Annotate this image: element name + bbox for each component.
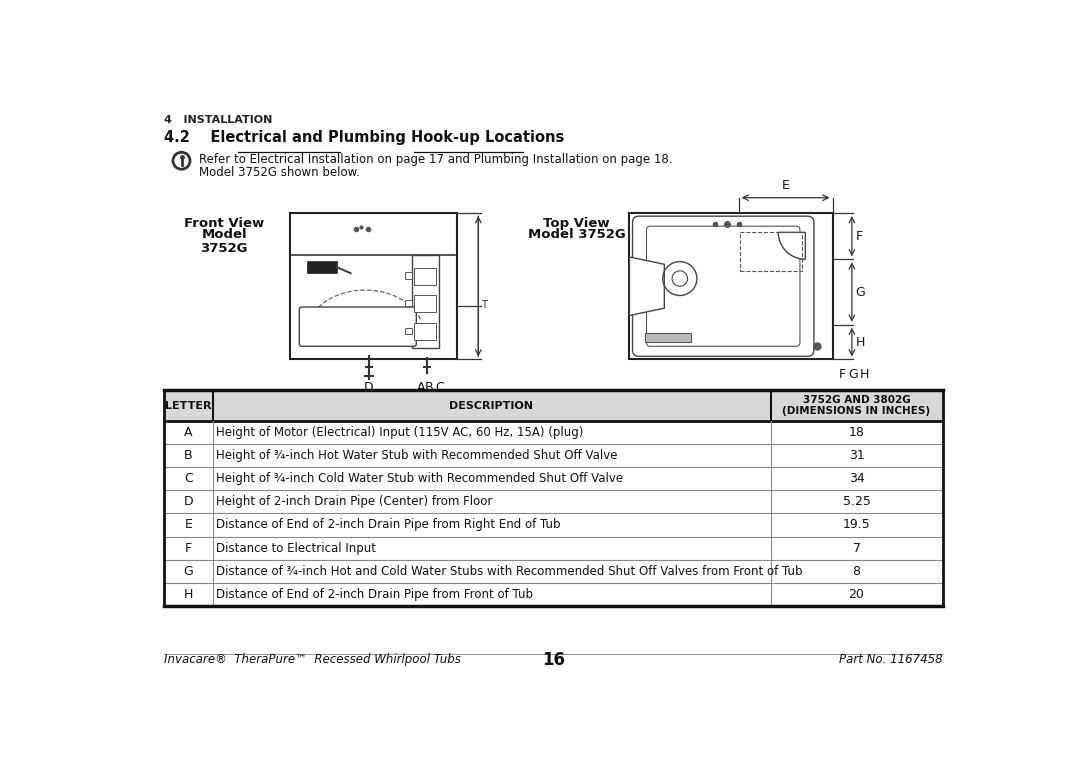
Text: 34: 34 bbox=[849, 472, 864, 485]
Text: 16: 16 bbox=[542, 651, 565, 669]
Text: G: G bbox=[849, 368, 859, 381]
Text: Model: Model bbox=[201, 229, 247, 242]
Text: C: C bbox=[184, 472, 193, 485]
Text: Invacare®  TheraPure™  Recessed Whirlpool Tubs: Invacare® TheraPure™ Recessed Whirlpool … bbox=[164, 653, 461, 666]
Text: 3752G: 3752G bbox=[201, 242, 248, 255]
Text: Distance of ¾-inch Hot and Cold Water Stubs with Recommended Shut Off Valves fro: Distance of ¾-inch Hot and Cold Water St… bbox=[216, 565, 802, 578]
Text: Distance to Electrical Input: Distance to Electrical Input bbox=[216, 542, 376, 555]
Bar bbox=[630, 213, 833, 360]
Bar bbox=[405, 328, 411, 334]
Text: 5.25: 5.25 bbox=[842, 495, 870, 508]
Text: Distance of End of 2-inch Drain Pipe from Front of Tub: Distance of End of 2-inch Drain Pipe fro… bbox=[216, 588, 534, 600]
Polygon shape bbox=[630, 257, 664, 315]
Text: 3752G AND 3802G
(DIMENSIONS IN INCHES): 3752G AND 3802G (DIMENSIONS IN INCHES) bbox=[783, 395, 931, 416]
Text: LETTER: LETTER bbox=[165, 401, 212, 411]
Text: A: A bbox=[417, 381, 426, 394]
Text: F: F bbox=[855, 229, 863, 243]
Text: 8: 8 bbox=[852, 565, 861, 578]
Text: C: C bbox=[435, 381, 444, 394]
Text: Distance of End of 2-inch Drain Pipe from Right End of Tub: Distance of End of 2-inch Drain Pipe fro… bbox=[216, 518, 561, 531]
Wedge shape bbox=[779, 232, 806, 259]
Text: 18: 18 bbox=[849, 426, 864, 439]
Bar bbox=[405, 272, 411, 279]
Text: D: D bbox=[364, 381, 374, 394]
Bar bbox=[740, 232, 801, 271]
Text: Height of Motor (Electrical) Input (115V AC, 60 Hz, 15A) (plug): Height of Motor (Electrical) Input (115V… bbox=[216, 426, 584, 439]
Text: Model 3752G shown below.: Model 3752G shown below. bbox=[199, 166, 360, 179]
Bar bbox=[164, 421, 943, 444]
Bar bbox=[164, 559, 943, 583]
Text: G: G bbox=[855, 286, 865, 299]
Text: 20: 20 bbox=[849, 588, 864, 600]
Text: 7: 7 bbox=[852, 542, 861, 555]
Text: 4.2    Electrical and Plumbing Hook-up Locations: 4.2 Electrical and Plumbing Hook-up Loca… bbox=[164, 130, 565, 145]
Text: B: B bbox=[426, 381, 434, 394]
Text: H: H bbox=[855, 335, 865, 348]
Text: 31: 31 bbox=[849, 449, 864, 462]
Text: Model 3752G: Model 3752G bbox=[528, 229, 625, 242]
Text: Refer to Electrical Installation on page 17 and Plumbing Installation on page 18: Refer to Electrical Installation on page… bbox=[199, 153, 672, 166]
Text: B: B bbox=[185, 449, 193, 462]
Text: Front View: Front View bbox=[184, 217, 265, 230]
Bar bbox=[164, 536, 943, 559]
Text: Part No. 1167458: Part No. 1167458 bbox=[839, 653, 943, 666]
Text: 4   INSTALLATION: 4 INSTALLATION bbox=[164, 114, 273, 124]
Text: T: T bbox=[481, 300, 486, 310]
Bar bbox=[164, 390, 943, 421]
Bar bbox=[645, 333, 691, 342]
Text: Height of ¾-inch Cold Water Stub with Recommended Shut Off Valve: Height of ¾-inch Cold Water Stub with Re… bbox=[216, 472, 623, 485]
Bar bbox=[164, 583, 943, 606]
FancyBboxPatch shape bbox=[647, 226, 800, 346]
Bar bbox=[307, 261, 337, 273]
Bar bbox=[291, 213, 457, 360]
Text: Height of ¾-inch Hot Water Stub with Recommended Shut Off Valve: Height of ¾-inch Hot Water Stub with Rec… bbox=[216, 449, 618, 462]
Text: H: H bbox=[860, 368, 869, 381]
Bar bbox=[414, 267, 436, 285]
Text: DESCRIPTION: DESCRIPTION bbox=[449, 401, 534, 411]
FancyBboxPatch shape bbox=[633, 216, 814, 357]
Text: A: A bbox=[185, 426, 192, 439]
Text: E: E bbox=[781, 178, 789, 191]
Text: G: G bbox=[184, 565, 193, 578]
Text: H: H bbox=[184, 588, 193, 600]
Text: E: E bbox=[185, 518, 192, 531]
Bar bbox=[414, 323, 436, 340]
Bar bbox=[164, 490, 943, 514]
Text: F: F bbox=[185, 542, 192, 555]
Bar bbox=[164, 444, 943, 467]
Text: Top View: Top View bbox=[543, 217, 610, 230]
Text: 19.5: 19.5 bbox=[842, 518, 870, 531]
Bar bbox=[414, 296, 436, 312]
Text: Height of 2-inch Drain Pipe (Center) from Floor: Height of 2-inch Drain Pipe (Center) fro… bbox=[216, 495, 492, 508]
Text: D: D bbox=[184, 495, 193, 508]
Bar bbox=[164, 467, 943, 490]
Text: F: F bbox=[839, 368, 846, 381]
FancyBboxPatch shape bbox=[299, 307, 416, 346]
Bar bbox=[411, 255, 438, 347]
Bar bbox=[405, 300, 411, 306]
Bar bbox=[164, 514, 943, 536]
